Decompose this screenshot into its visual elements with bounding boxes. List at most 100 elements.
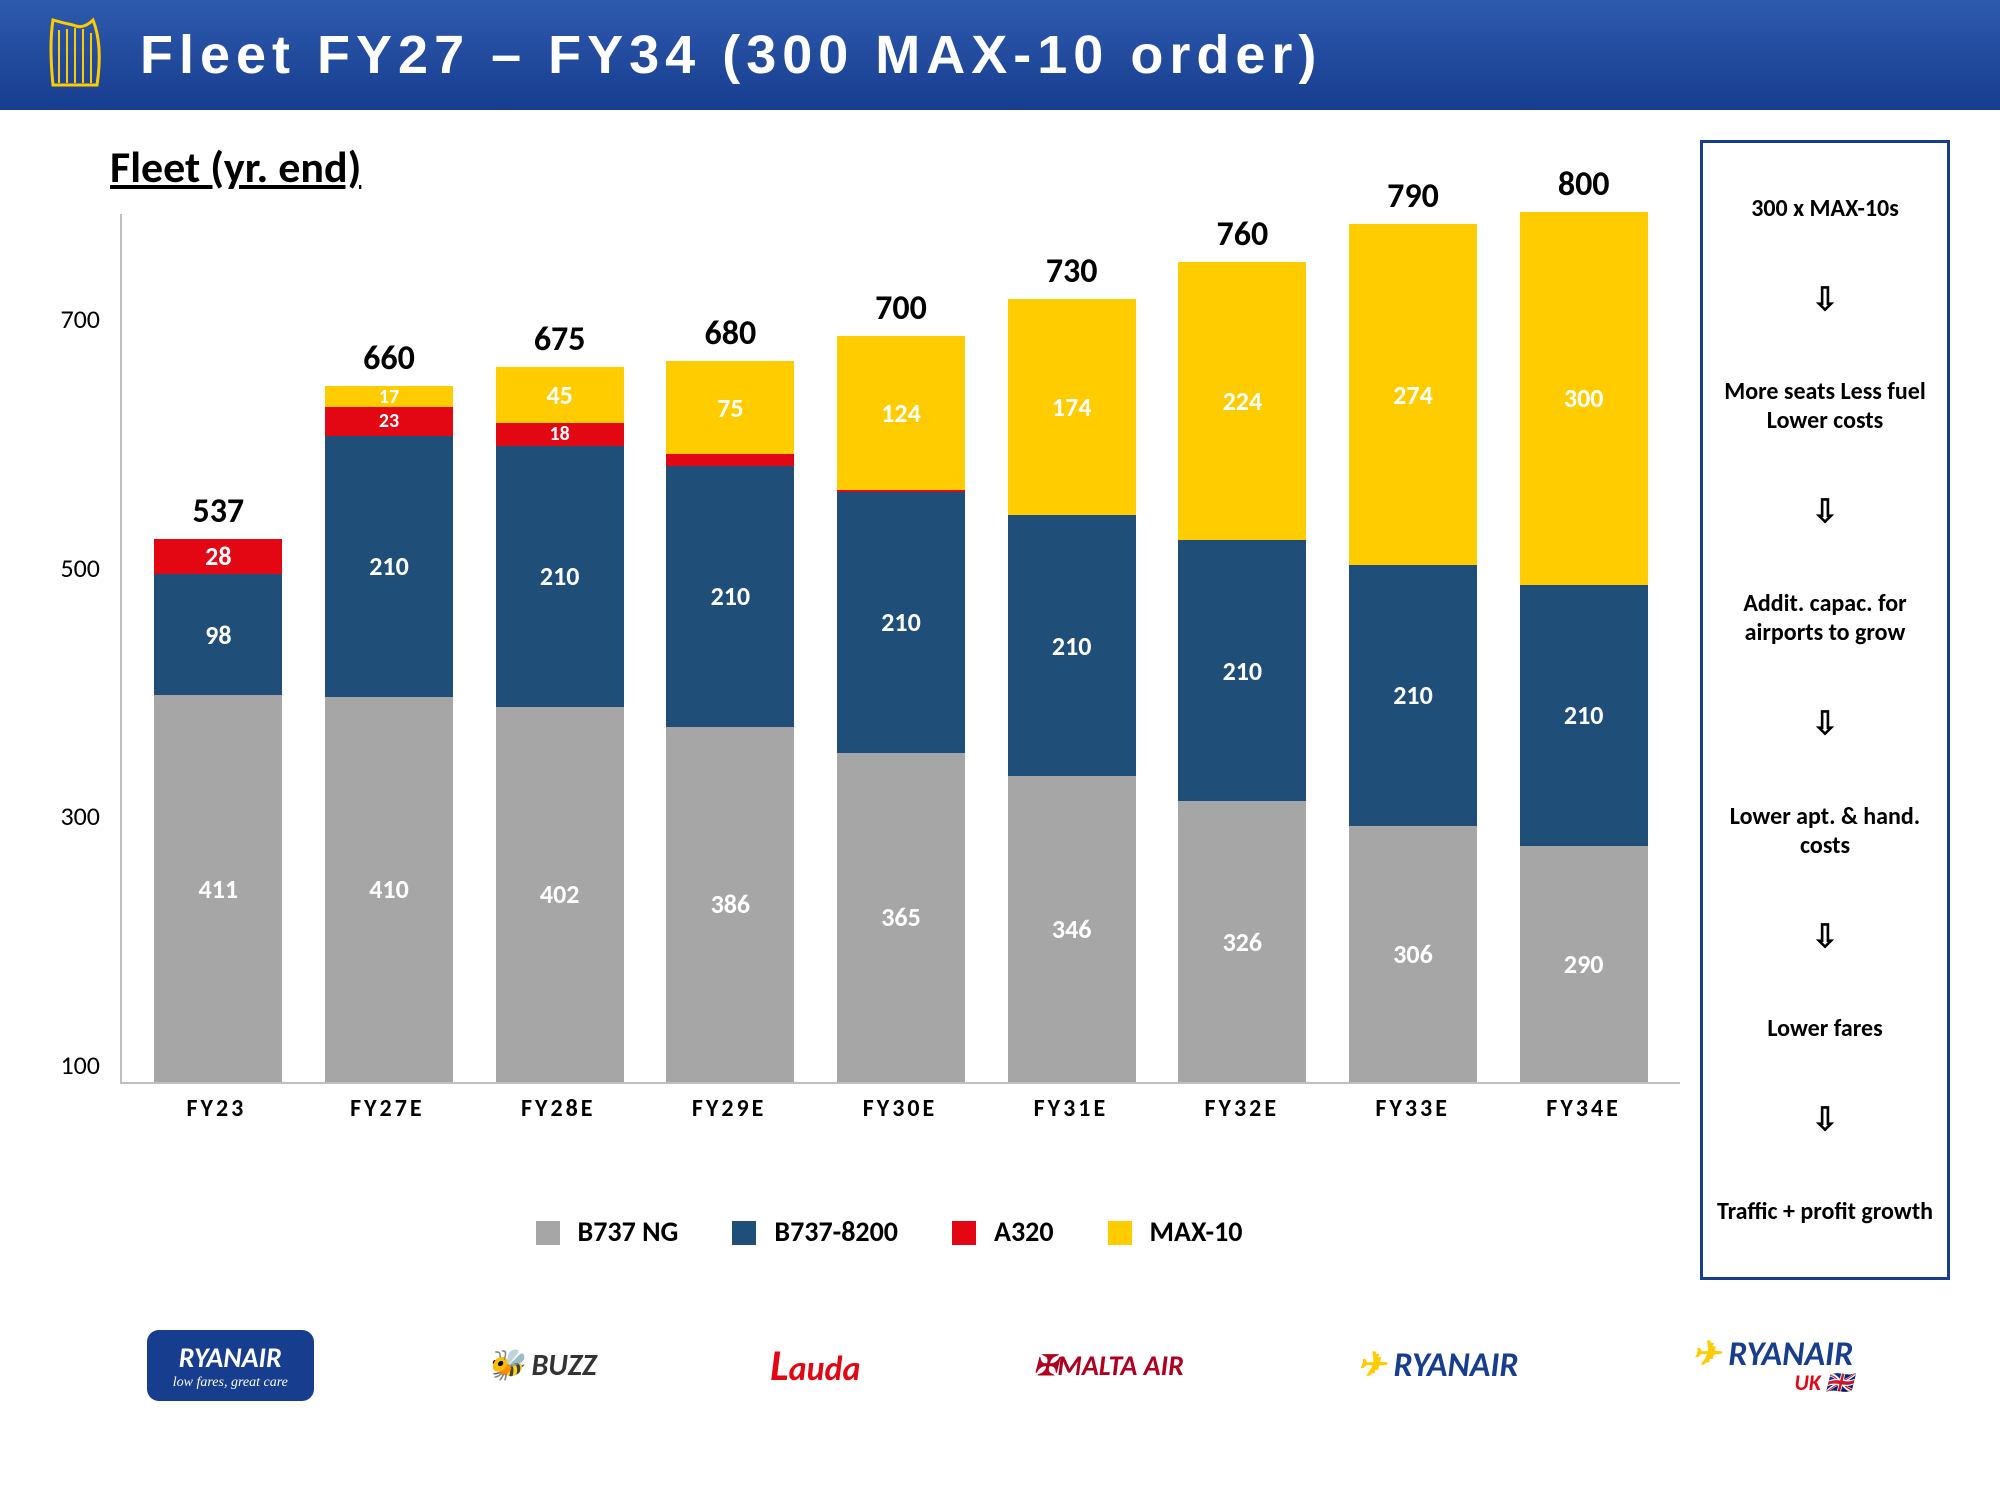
bar-segment: 28 — [154, 539, 282, 574]
flow-step: Lower fares — [1713, 1014, 1937, 1043]
x-tick-label: FY27E — [321, 1094, 454, 1123]
flow-step: Traffic + profit growth — [1713, 1197, 1937, 1226]
bar-segment: 411 — [154, 695, 282, 1082]
bar-segment: 306 — [1349, 826, 1477, 1082]
x-tick-label: FY29E — [663, 1094, 796, 1123]
slide-header: Fleet FY27 – FY34 (300 MAX-10 order) — [0, 0, 2000, 110]
flow-summary-box: 300 x MAX-10s ⇩ More seats Less fuel Lower… — [1700, 140, 1950, 1280]
harp-logo-icon — [40, 15, 110, 95]
bar-total-label: 700 — [841, 288, 961, 329]
bar-segment: 210 — [325, 436, 453, 697]
legend-swatch-icon — [536, 1221, 560, 1245]
bar-segment: 326 — [1178, 801, 1306, 1082]
x-tick-label: FY23 — [150, 1094, 283, 1123]
x-tick-label: FY34E — [1517, 1094, 1650, 1123]
legend-item: MAX-10 — [1090, 1214, 1243, 1249]
brand-logo: 🐝 BUZZ — [487, 1347, 596, 1384]
bar-total-label: 675 — [500, 319, 620, 360]
stacked-bar-chart: 100300500700 411982853741021023176604022… — [90, 214, 1680, 1144]
flow-step: 300 x MAX-10s — [1713, 194, 1937, 223]
y-axis: 100300500700 — [50, 214, 110, 1084]
bar-segment: 45 — [496, 367, 624, 423]
bar-segment: 210 — [1349, 565, 1477, 826]
bar-segment: 210 — [837, 492, 965, 753]
bar-group: 365210124700 — [835, 336, 968, 1082]
bar-segment: 17 — [325, 386, 453, 407]
arrow-down-icon: ⇩ — [1713, 921, 1937, 953]
y-tick-label: 100 — [60, 1049, 100, 1081]
bar-group: 326210224760 — [1176, 262, 1309, 1082]
brand-logo: ✠MALTA AIR — [1034, 1348, 1184, 1383]
flow-step: Addit. capac. for airports to grow — [1713, 589, 1937, 647]
legend-swatch-icon — [732, 1221, 756, 1245]
bar-group: 38621075680 — [664, 361, 797, 1082]
bar-segment: 290 — [1520, 846, 1648, 1082]
legend-item: B737-8200 — [714, 1214, 898, 1249]
bar-group: 346210174730 — [1005, 299, 1138, 1082]
bar-segment: 174 — [1008, 299, 1136, 515]
legend-swatch-icon — [1108, 1221, 1132, 1245]
stacked-bar: 326210224 — [1178, 262, 1306, 1082]
stacked-bar: 386210 75 — [666, 361, 794, 1082]
bar-segment: 274 — [1349, 224, 1477, 565]
x-tick-label: FY33E — [1346, 1094, 1479, 1123]
brand-logo: ✈ RYANAIR — [1357, 1345, 1518, 1386]
bar-group: 4119828537 — [152, 539, 285, 1082]
brand-logo: Lauda — [770, 1338, 860, 1392]
bar-segment: 124 — [837, 336, 965, 490]
bar-segment: 210 — [496, 446, 624, 707]
bar-segment: 224 — [1178, 262, 1306, 540]
bar-total-label: 680 — [670, 313, 790, 354]
bar-total-label: 660 — [329, 338, 449, 379]
x-tick-label: FY28E — [492, 1094, 625, 1123]
bar-group: 290210300800 — [1517, 212, 1650, 1082]
bar-segment: 210 — [1178, 540, 1306, 801]
bar-group: 4022101845675 — [493, 367, 626, 1082]
x-axis-labels: FY23 FY27E FY28E FY29E FY30E FY31E FY32E FY33E F… — [120, 1094, 1680, 1123]
flow-step: Lower apt. & hand. costs — [1713, 802, 1937, 860]
brand-logo: ✈ RYANAIRUK 🇬🇧 — [1692, 1334, 1853, 1396]
bar-group: 4102102317660 — [323, 386, 456, 1082]
stacked-bar: 4102102317 — [325, 386, 453, 1082]
chart-legend: B737 NG B737-8200 A320 MAX-10 — [80, 1214, 1680, 1249]
bar-segment: 210 — [666, 466, 794, 727]
brand-logo: RYANAIRlow fares, great care — [147, 1330, 314, 1401]
legend-swatch-icon — [952, 1221, 976, 1245]
y-tick-label: 300 — [60, 800, 100, 832]
bar-segment: 410 — [325, 697, 453, 1082]
brand-footer: RYANAIRlow fares, great care 🐝 BUZZ Lauda ✠… — [0, 1290, 2000, 1440]
arrow-down-icon: ⇩ — [1713, 708, 1937, 740]
arrow-down-icon: ⇩ — [1713, 1104, 1937, 1136]
arrow-down-icon: ⇩ — [1713, 496, 1937, 528]
bar-segment: 346 — [1008, 776, 1136, 1082]
page-title: Fleet FY27 – FY34 (300 MAX-10 order) — [140, 24, 1322, 86]
bar-segment: 365 — [837, 753, 965, 1082]
bar-segment: 210 — [1008, 515, 1136, 776]
plot-area: 4119828537410210231766040221018456753862… — [120, 214, 1680, 1084]
chart-area: Fleet (yr. end) 100300500700 41198285374… — [50, 140, 1680, 1280]
stacked-bar: 306210274 — [1349, 224, 1477, 1082]
bar-segment: 23 — [325, 407, 453, 436]
bar-total-label: 730 — [1012, 251, 1132, 292]
main-content: Fleet (yr. end) 100300500700 41198285374… — [0, 110, 2000, 1290]
x-tick-label: FY32E — [1175, 1094, 1308, 1123]
legend-item: B737 NG — [518, 1214, 679, 1249]
bar-total-label: 790 — [1353, 176, 1473, 217]
flow-step: More seats Less fuel Lower costs — [1713, 377, 1937, 435]
bar-segment: 402 — [496, 707, 624, 1082]
x-tick-label: FY31E — [1004, 1094, 1137, 1123]
x-tick-label: FY30E — [834, 1094, 967, 1123]
stacked-bar: 365210124 — [837, 336, 965, 1082]
legend-item: A320 — [934, 1214, 1054, 1249]
stacked-bar: 346210174 — [1008, 299, 1136, 1082]
bar-total-label: 537 — [158, 491, 278, 532]
bar-group: 306210274790 — [1347, 224, 1480, 1082]
y-tick-label: 500 — [60, 552, 100, 584]
stacked-bar: 290210300 — [1520, 212, 1648, 1082]
arrow-down-icon: ⇩ — [1713, 284, 1937, 316]
bar-segment: 210 — [1520, 585, 1648, 846]
bar-segment: 75 — [666, 361, 794, 454]
bar-segment: 386 — [666, 727, 794, 1082]
bar-total-label: 760 — [1182, 214, 1302, 255]
bar-segment — [666, 454, 794, 465]
